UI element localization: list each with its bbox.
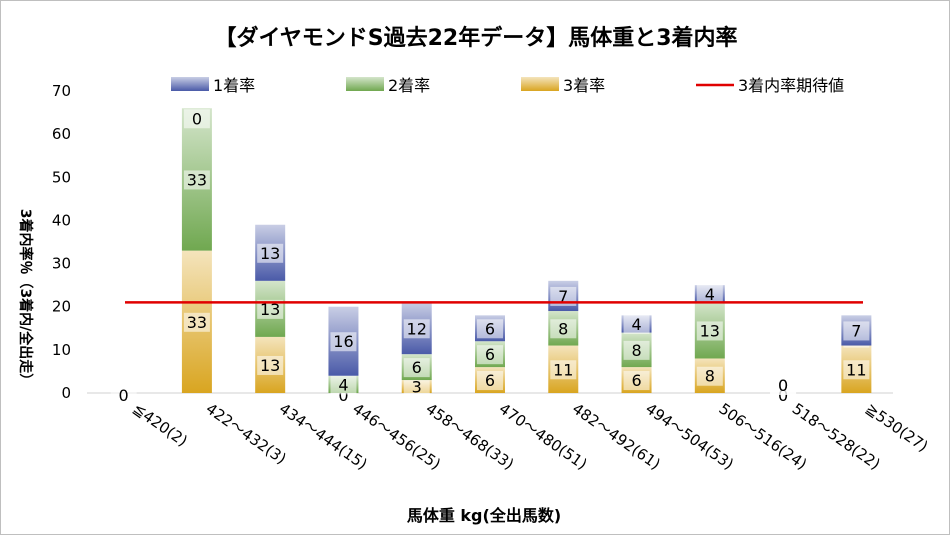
- data-label-background: [257, 299, 284, 319]
- legend-label: 1着率: [213, 76, 255, 95]
- data-label: 11: [553, 360, 573, 379]
- x-axis-title: 馬体重 kg(全出馬数): [407, 506, 561, 525]
- data-label: 6: [412, 358, 422, 377]
- data-label-background: [330, 375, 357, 395]
- data-label-background: [403, 377, 430, 397]
- data-label-background: [183, 170, 210, 190]
- plot-area: 0333301313130416361266611876848134000110…: [110, 108, 872, 405]
- data-label-background: [110, 386, 137, 405]
- data-label: 11: [846, 360, 866, 379]
- legend: 1着率 2着率 3着率 3着内率期待値: [171, 76, 844, 95]
- data-label: 33: [187, 170, 207, 189]
- data-label: 0: [119, 386, 129, 405]
- data-label-background: [696, 321, 723, 341]
- y-tick-label: 10: [52, 341, 71, 359]
- data-label-background: [403, 358, 430, 378]
- y-tick-label: 20: [52, 298, 71, 316]
- data-label-background: [550, 360, 577, 380]
- legend-label: 3着内率期待値: [738, 76, 844, 95]
- data-label: 4: [338, 375, 348, 394]
- data-label-background: [550, 319, 577, 339]
- x-axis: ≦420(2) 422～432(3)434～444(15)446～456(25)4…: [129, 400, 931, 474]
- data-label-background: [623, 314, 650, 334]
- data-label: 13: [260, 300, 280, 319]
- y-axis-title: 3着内率％（3着内/全出走）: [17, 209, 34, 388]
- y-tick-label: 50: [52, 168, 71, 186]
- data-label-background: [623, 371, 650, 391]
- data-label: 33: [187, 313, 207, 332]
- data-label: 4: [631, 315, 641, 334]
- data-label: 12: [407, 319, 427, 338]
- data-label: 3: [412, 378, 422, 397]
- data-label: 7: [558, 287, 568, 306]
- data-label: 6: [485, 319, 495, 338]
- x-tick-label: ≧530(27): [862, 400, 931, 456]
- data-label: 4: [705, 285, 715, 304]
- data-label: 0: [338, 386, 348, 405]
- data-label: 0: [192, 109, 202, 128]
- legend-label: 3着率: [563, 76, 605, 95]
- y-tick-label: 70: [52, 82, 71, 100]
- legend-label: 2着率: [388, 76, 430, 95]
- legend-swatch: [346, 77, 384, 91]
- data-label-background: [696, 366, 723, 386]
- data-label: 6: [485, 345, 495, 364]
- y-tick-label: 60: [52, 125, 71, 143]
- legend-swatch: [521, 77, 559, 91]
- data-label-background: [623, 340, 650, 360]
- data-label-background: [257, 243, 284, 263]
- data-label-background: [477, 371, 503, 391]
- data-label-background: [696, 284, 723, 304]
- data-label: 7: [851, 321, 861, 340]
- data-label-background: [770, 376, 797, 395]
- x-tick-label: ≦420(2): [129, 400, 190, 451]
- data-label: 0: [778, 386, 788, 405]
- y-tick-label: 30: [52, 255, 71, 273]
- data-label-background: [183, 109, 210, 129]
- data-label: 6: [631, 371, 641, 390]
- legend-swatch: [171, 77, 209, 91]
- data-label: 6: [485, 371, 495, 390]
- y-tick-label: 40: [52, 211, 71, 229]
- data-label: 0: [778, 376, 788, 395]
- data-label: 8: [631, 341, 641, 360]
- data-label: 8: [558, 319, 568, 338]
- data-label-background: [330, 332, 357, 352]
- data-label-background: [477, 345, 503, 365]
- chart-title: 【ダイヤモンドS過去22年データ】馬体重と3着内率: [214, 25, 737, 51]
- data-label-background: [257, 355, 284, 375]
- data-label-background: [183, 312, 210, 332]
- data-label: 13: [700, 321, 720, 340]
- data-label-background: [477, 319, 503, 339]
- data-label-background: [843, 360, 870, 380]
- x-tick-label: 422～432(3): [203, 400, 290, 468]
- data-label: 8: [705, 367, 715, 386]
- y-tick-label: 0: [61, 384, 71, 402]
- data-label: 13: [260, 244, 280, 263]
- data-label: 13: [260, 356, 280, 375]
- data-label: 16: [333, 332, 353, 351]
- data-label-background: [403, 319, 430, 339]
- data-label-background: [843, 321, 870, 341]
